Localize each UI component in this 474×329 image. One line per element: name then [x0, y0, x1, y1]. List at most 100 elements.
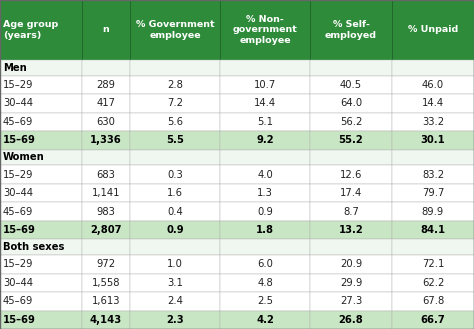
- Text: 66.7: 66.7: [420, 315, 446, 325]
- Bar: [82, 184, 130, 202]
- Bar: [82, 311, 130, 329]
- Text: 15–69: 15–69: [3, 135, 36, 145]
- Bar: [392, 94, 474, 113]
- Bar: [220, 221, 310, 239]
- Bar: [392, 150, 474, 165]
- Bar: [220, 94, 310, 113]
- Text: 83.2: 83.2: [422, 170, 444, 180]
- Bar: [82, 292, 130, 311]
- Bar: [82, 60, 130, 76]
- Text: 13.2: 13.2: [338, 225, 364, 235]
- Bar: [220, 184, 310, 202]
- Bar: [220, 239, 310, 255]
- Bar: [0, 0, 82, 60]
- Bar: [0, 292, 82, 311]
- Bar: [310, 94, 392, 113]
- Bar: [392, 113, 474, 131]
- Bar: [310, 274, 392, 292]
- Text: 14.4: 14.4: [254, 98, 276, 108]
- Text: 1,558: 1,558: [92, 278, 120, 288]
- Bar: [130, 255, 220, 274]
- Bar: [392, 255, 474, 274]
- Bar: [392, 202, 474, 221]
- Text: 1.6: 1.6: [167, 188, 183, 198]
- Text: 1,141: 1,141: [92, 188, 120, 198]
- Bar: [220, 0, 310, 60]
- Bar: [310, 221, 392, 239]
- Bar: [310, 311, 392, 329]
- Text: 15–69: 15–69: [3, 315, 36, 325]
- Bar: [82, 239, 130, 255]
- Bar: [82, 274, 130, 292]
- Text: 12.6: 12.6: [340, 170, 362, 180]
- Bar: [0, 131, 82, 150]
- Bar: [130, 60, 220, 76]
- Bar: [82, 221, 130, 239]
- Bar: [130, 131, 220, 150]
- Text: 46.0: 46.0: [422, 80, 444, 90]
- Bar: [310, 165, 392, 184]
- Text: 0.4: 0.4: [167, 207, 183, 216]
- Text: 630: 630: [97, 117, 116, 127]
- Text: 4.8: 4.8: [257, 278, 273, 288]
- Bar: [0, 76, 82, 94]
- Bar: [310, 202, 392, 221]
- Bar: [392, 131, 474, 150]
- Text: 15–29: 15–29: [3, 259, 34, 269]
- Text: 45–69: 45–69: [3, 117, 33, 127]
- Text: 5.6: 5.6: [167, 117, 183, 127]
- Bar: [0, 239, 82, 255]
- Bar: [130, 184, 220, 202]
- Text: 3.1: 3.1: [167, 278, 183, 288]
- Text: 1,336: 1,336: [90, 135, 122, 145]
- Text: 1.0: 1.0: [167, 259, 183, 269]
- Bar: [0, 165, 82, 184]
- Bar: [0, 184, 82, 202]
- Text: Age group
(years): Age group (years): [3, 20, 58, 39]
- Bar: [392, 0, 474, 60]
- Text: Men: Men: [3, 63, 27, 73]
- Text: 1,613: 1,613: [92, 296, 120, 306]
- Text: 45–69: 45–69: [3, 207, 33, 216]
- Text: 15–29: 15–29: [3, 80, 34, 90]
- Text: 1.3: 1.3: [257, 188, 273, 198]
- Text: 72.1: 72.1: [422, 259, 444, 269]
- Text: 15–29: 15–29: [3, 170, 34, 180]
- Bar: [310, 60, 392, 76]
- Text: 67.8: 67.8: [422, 296, 444, 306]
- Bar: [310, 184, 392, 202]
- Bar: [310, 292, 392, 311]
- Text: 6.0: 6.0: [257, 259, 273, 269]
- Bar: [392, 311, 474, 329]
- Bar: [82, 94, 130, 113]
- Bar: [130, 165, 220, 184]
- Text: 8.7: 8.7: [343, 207, 359, 216]
- Text: 14.4: 14.4: [422, 98, 444, 108]
- Bar: [220, 255, 310, 274]
- Text: 64.0: 64.0: [340, 98, 362, 108]
- Text: 30–44: 30–44: [3, 188, 33, 198]
- Bar: [220, 292, 310, 311]
- Bar: [130, 202, 220, 221]
- Text: 20.9: 20.9: [340, 259, 362, 269]
- Text: 0.9: 0.9: [166, 225, 184, 235]
- Text: 2.3: 2.3: [166, 315, 184, 325]
- Bar: [392, 184, 474, 202]
- Text: 4.2: 4.2: [256, 315, 274, 325]
- Text: 62.2: 62.2: [422, 278, 444, 288]
- Text: 683: 683: [97, 170, 116, 180]
- Bar: [82, 76, 130, 94]
- Bar: [130, 274, 220, 292]
- Bar: [310, 239, 392, 255]
- Bar: [82, 113, 130, 131]
- Bar: [310, 0, 392, 60]
- Bar: [0, 221, 82, 239]
- Text: 29.9: 29.9: [340, 278, 362, 288]
- Bar: [0, 255, 82, 274]
- Text: n: n: [103, 25, 109, 35]
- Bar: [130, 292, 220, 311]
- Text: 5.5: 5.5: [166, 135, 184, 145]
- Bar: [130, 113, 220, 131]
- Text: 17.4: 17.4: [340, 188, 362, 198]
- Text: % Self-
employed: % Self- employed: [325, 20, 377, 39]
